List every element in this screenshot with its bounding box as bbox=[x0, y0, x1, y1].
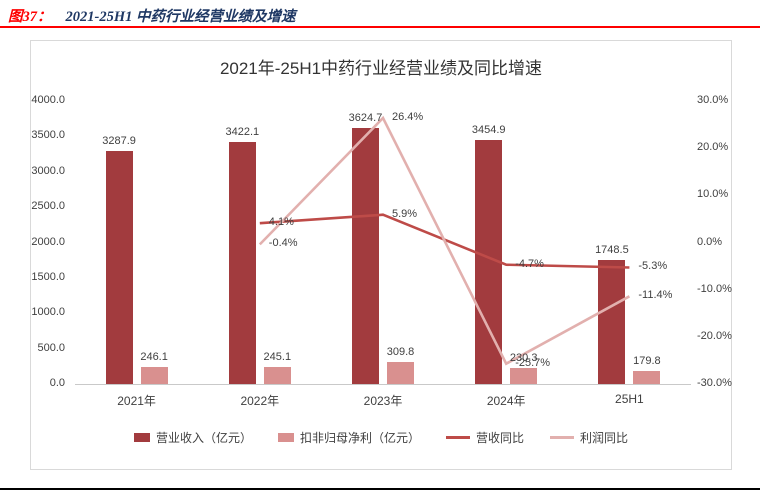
line-point-label: -4.7% bbox=[515, 257, 544, 270]
chart-title: 2021年-25H1中药行业经营业绩及同比增速 bbox=[219, 59, 543, 78]
right-axis: 30.0% 20.0% 10.0% 0.0% -10.0% -20.0% -30.0% bbox=[691, 94, 732, 389]
right-axis-tick: 30.0% bbox=[697, 94, 729, 106]
revenue-bar bbox=[228, 141, 256, 384]
right-axis-tick: -30.0% bbox=[697, 377, 732, 389]
line-point-label: 4.1% bbox=[268, 216, 294, 229]
bar-value-label: 179.8 bbox=[633, 355, 661, 368]
line-point-label: -0.4% bbox=[268, 237, 298, 250]
net-profit-bar bbox=[140, 366, 168, 384]
left-axis-tick: 3500.0 bbox=[31, 129, 65, 142]
legend-label: 利润同比 bbox=[580, 431, 629, 445]
right-axis-tick: 0.0% bbox=[697, 235, 723, 248]
line-point-label: -11.4% bbox=[638, 289, 673, 302]
legend-item: 营收同比 bbox=[446, 429, 524, 446]
line-point-label: -5.3% bbox=[638, 260, 668, 273]
right-axis-tick: -20.0% bbox=[697, 329, 732, 342]
bar-value-label: 245.1 bbox=[263, 350, 292, 363]
net-profit-bar bbox=[510, 367, 538, 384]
x-axis-label: 2024年 bbox=[486, 394, 526, 408]
net-profit-bar bbox=[263, 366, 291, 384]
revenue-bar bbox=[352, 127, 379, 384]
revenue-bar bbox=[105, 151, 133, 384]
legend-item: 利润同比 bbox=[550, 429, 628, 446]
left-axis-tick: 2500.0 bbox=[31, 200, 65, 213]
right-axis-tick: 20.0% bbox=[697, 141, 729, 154]
x-axis: 2021年 2022年 2023年 2024年 25H1 bbox=[75, 392, 691, 410]
line-point-label: 5.9% bbox=[392, 207, 418, 220]
legend-label: 营收同比 bbox=[476, 431, 525, 445]
figure-caption-title: 2021-25H1 中药行业经营业绩及增速 bbox=[65, 9, 296, 25]
legend-label: 营业收入（亿元） bbox=[155, 431, 252, 445]
bar-value-label: 3454.9 bbox=[471, 123, 506, 136]
bar-value-label: 1748.5 bbox=[595, 244, 629, 257]
bar-value-label: 246.1 bbox=[140, 350, 168, 363]
bar-value-label: 309.8 bbox=[386, 346, 415, 359]
legend-bar-swatch bbox=[277, 433, 294, 442]
revenue-bar bbox=[598, 260, 626, 384]
legend-item: 营业收入（亿元） bbox=[133, 429, 252, 446]
legend-item: 扣非归母净利（亿元） bbox=[277, 429, 420, 446]
legend-line-swatch bbox=[550, 436, 575, 439]
left-axis-tick: 3000.0 bbox=[31, 164, 65, 177]
bar-value-label: 230.3 bbox=[509, 351, 538, 364]
lines-svg bbox=[258, 115, 631, 366]
legend-bar-swatch bbox=[133, 433, 150, 442]
bar-value-label: 3287.9 bbox=[102, 135, 136, 148]
right-axis-tick: 10.0% bbox=[697, 188, 729, 201]
figure-number: 图37： bbox=[8, 9, 52, 25]
net-profit-bar bbox=[387, 362, 414, 384]
line-point-label: 26.4% bbox=[392, 110, 424, 123]
left-axis-tick: 1000.0 bbox=[31, 306, 65, 319]
legend: 营业收入（亿元） 扣非归母净利（亿元） 营收同比 利润同比 bbox=[31, 429, 731, 446]
line-point-label: -25.7% bbox=[515, 356, 551, 369]
x-axis-label: 2023年 bbox=[363, 394, 403, 408]
left-axis-tick: 500.0 bbox=[37, 341, 65, 354]
profit-growth-line bbox=[258, 115, 631, 366]
left-axis-tick: 1500.0 bbox=[31, 270, 65, 283]
right-axis-tick: -10.0% bbox=[697, 282, 732, 295]
net-profit-bar bbox=[633, 371, 661, 384]
left-axis-tick: 4000.0 bbox=[31, 94, 65, 106]
chart-container: 2021年-25H1中药行业经营业绩及同比增速 4000.0 3500.0 3000… bbox=[30, 40, 732, 470]
left-axis-tick: 2000.0 bbox=[31, 235, 65, 248]
legend-label: 扣非归母净利（亿元） bbox=[299, 431, 420, 445]
legend-line-swatch bbox=[446, 436, 470, 439]
x-axis-label: 2022年 bbox=[240, 394, 280, 408]
left-axis-tick: 0.0 bbox=[49, 377, 65, 389]
bar-value-label: 3624.7 bbox=[348, 111, 383, 124]
left-axis: 4000.0 3500.0 3000.0 2500.0 2000.0 1500.0 1000… bbox=[31, 94, 71, 389]
plot-area: 3287.9 3422.1 3624.7 3454.9 1748.5 246.1 245.1… bbox=[75, 101, 691, 385]
x-axis-label: 25H1 bbox=[615, 392, 644, 406]
footer-rule bbox=[0, 488, 760, 490]
caption-underline-rule bbox=[0, 26, 760, 28]
x-axis-label: 2021年 bbox=[117, 394, 156, 408]
bar-value-label: 3422.1 bbox=[225, 125, 260, 138]
figure-caption: 图37： 2021-25H1 中药行业经营业绩及增速 bbox=[8, 5, 295, 26]
